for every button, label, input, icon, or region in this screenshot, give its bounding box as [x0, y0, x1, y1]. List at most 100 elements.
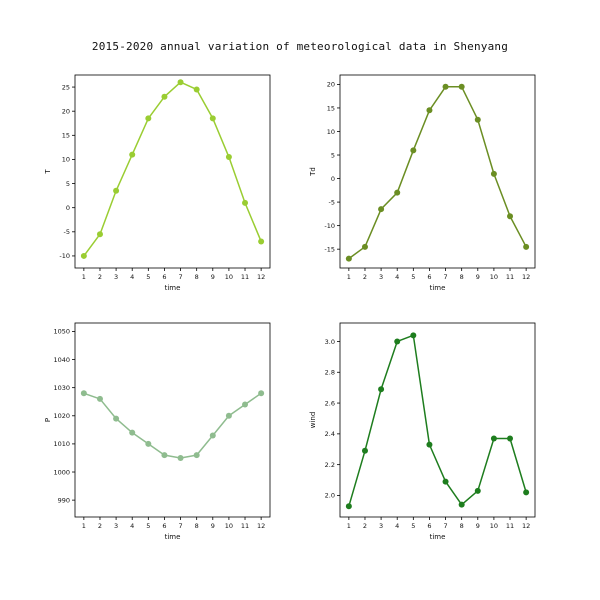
data-point [474, 487, 481, 494]
data-line [83, 81, 262, 257]
x-tick-label: 11 [241, 522, 249, 530]
x-tick-label: 2 [363, 273, 367, 281]
data-point [129, 429, 136, 436]
x-tick-label: 6 [162, 522, 166, 530]
data-point [474, 116, 481, 123]
x-tick-label: 2 [363, 522, 367, 530]
data-point [523, 489, 530, 496]
data-point [177, 79, 184, 86]
data-point [96, 231, 103, 238]
y-tick-label: 2.8 [325, 369, 335, 377]
data-point [458, 501, 465, 508]
data-point [242, 199, 249, 206]
y-tick-label: 2.0 [325, 492, 335, 500]
x-tick-label: 3 [379, 273, 383, 281]
x-tick-label: 4 [130, 522, 134, 530]
x-axis-label: time [430, 284, 446, 292]
y-tick-label: 1030 [53, 384, 70, 392]
x-tick-label: 9 [211, 273, 215, 281]
data-point [225, 412, 232, 419]
data-point [523, 243, 530, 250]
data-point [193, 86, 200, 93]
y-tick-label: 25 [62, 83, 70, 91]
x-axis-label: time [165, 284, 181, 292]
y-tick-label: -15 [324, 245, 335, 253]
x-tick-label: 1 [347, 273, 351, 281]
y-tick-label: 10 [62, 156, 70, 164]
x-tick-label: 9 [476, 273, 480, 281]
plot-box [74, 74, 271, 269]
data-point [410, 147, 417, 154]
x-tick-label: 10 [490, 273, 498, 281]
data-point [113, 187, 120, 194]
x-tick-label: 1 [82, 522, 86, 530]
data-point [458, 83, 465, 90]
data-point [113, 415, 120, 422]
data-point [361, 447, 368, 454]
data-point [145, 115, 152, 122]
data-point [394, 189, 401, 196]
x-tick-label: 6 [162, 273, 166, 281]
x-axis-label: time [430, 533, 446, 541]
y-tick-label: 990 [58, 496, 70, 504]
x-tick-label: 3 [379, 522, 383, 530]
x-tick-label: 10 [225, 273, 233, 281]
y-tick-label: 20 [62, 107, 70, 115]
x-tick-label: 9 [211, 522, 215, 530]
x-tick-label: 11 [506, 273, 514, 281]
data-point [161, 452, 168, 459]
x-tick-label: 11 [506, 522, 514, 530]
x-tick-label: 4 [395, 522, 399, 530]
data-point [378, 386, 385, 393]
y-tick-label: 3.0 [325, 338, 335, 346]
y-tick-label: -10 [59, 252, 70, 260]
data-point [209, 432, 216, 439]
y-tick-label: 15 [62, 132, 70, 140]
y-tick-label: -10 [324, 222, 335, 230]
x-tick-label: 5 [411, 273, 415, 281]
x-tick-label: 1 [82, 273, 86, 281]
x-tick-label: 8 [460, 273, 464, 281]
x-tick-label: 12 [257, 273, 265, 281]
y-axis-label: T [44, 169, 52, 175]
y-tick-label: 2.6 [325, 399, 335, 407]
plot-box [74, 322, 271, 518]
x-tick-label: 8 [460, 522, 464, 530]
x-tick-label: 5 [146, 522, 150, 530]
x-tick-label: 6 [427, 273, 431, 281]
data-point [161, 93, 168, 100]
data-point [507, 213, 514, 220]
x-tick-label: 1 [347, 522, 351, 530]
x-tick-label: 12 [522, 522, 530, 530]
x-tick-label: 6 [427, 522, 431, 530]
data-point [442, 478, 449, 485]
data-point [410, 332, 417, 339]
x-tick-label: 10 [225, 522, 233, 530]
x-tick-label: 2 [98, 522, 102, 530]
y-tick-label: 1000 [53, 468, 70, 476]
x-tick-label: 10 [490, 522, 498, 530]
data-point [193, 452, 200, 459]
data-point [378, 206, 385, 213]
figure-title: 2015-2020 annual variation of meteorolog… [92, 40, 508, 53]
data-point [209, 115, 216, 122]
data-point [394, 338, 401, 345]
data-point [507, 435, 514, 442]
data-point [345, 503, 352, 510]
y-axis-label: wind [309, 412, 317, 429]
x-tick-label: 8 [195, 522, 199, 530]
data-point [258, 390, 265, 397]
y-tick-label: 0 [66, 204, 70, 212]
y-tick-label: -5 [329, 198, 335, 206]
y-tick-label: 2.2 [325, 461, 335, 469]
plot-box [339, 322, 536, 518]
y-axis-label: P [44, 418, 52, 422]
x-tick-label: 12 [257, 522, 265, 530]
x-tick-label: 5 [411, 522, 415, 530]
data-line [348, 334, 527, 507]
x-tick-label: 3 [114, 273, 118, 281]
